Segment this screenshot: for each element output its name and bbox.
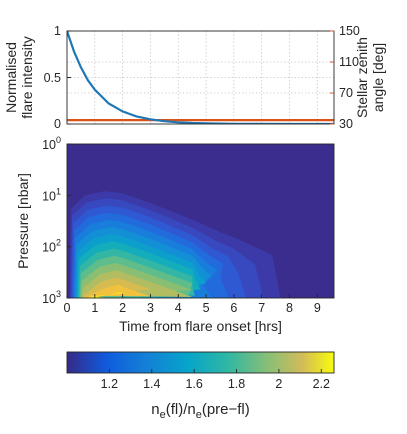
bottom-xtick-label: 1 bbox=[91, 301, 98, 315]
bottom-panel: 0 1 2 3 4 5 6 7 8 9 100 101 102 103 Time from flare … bbox=[15, 135, 335, 334]
bottom-xtick-label: 3 bbox=[147, 301, 154, 315]
top-left-axis: 1 0.5 0 bbox=[44, 24, 71, 131]
colorbar-tick-label: 2.2 bbox=[313, 377, 330, 391]
heatmap bbox=[67, 144, 334, 298]
bottom-xtick-label: 7 bbox=[258, 301, 265, 315]
top-ytick-label: 0.5 bbox=[44, 71, 61, 85]
bottom-ytick-label: 103 bbox=[42, 289, 61, 306]
colorbar-gradient bbox=[66, 351, 335, 374]
colorbar-tick-label: 1.4 bbox=[143, 377, 160, 391]
top-right-ylabel: Stellar zenithangle [deg] bbox=[354, 37, 386, 118]
colorbar-tick-label: 1.2 bbox=[101, 377, 118, 391]
bottom-xtick-label: 0 bbox=[64, 301, 71, 315]
bottom-x-axis: 0 1 2 3 4 5 6 7 8 9 bbox=[64, 294, 321, 315]
bottom-xtick-label: 2 bbox=[119, 301, 126, 315]
bottom-ylabel: Pressure [nbar] bbox=[15, 173, 31, 269]
bottom-ytick-label: 100 bbox=[42, 135, 61, 152]
colorbar-tick-label: 1.6 bbox=[185, 377, 202, 391]
top-y2tick-label: 110 bbox=[339, 55, 359, 69]
bottom-xtick-label: 9 bbox=[314, 301, 321, 315]
top-y2tick-label: 150 bbox=[339, 24, 360, 38]
bottom-axes-box bbox=[66, 143, 335, 299]
bottom-xtick-label: 8 bbox=[286, 301, 293, 315]
top-ytick-label: 0 bbox=[54, 117, 61, 131]
bottom-ytick-label: 101 bbox=[42, 186, 61, 203]
bottom-ytick-label: 102 bbox=[42, 238, 61, 255]
bottom-y-axis: 100 101 102 103 bbox=[42, 135, 71, 306]
colorbar-tick-label: 1.8 bbox=[228, 377, 245, 391]
top-y2tick-label: 70 bbox=[339, 86, 353, 100]
top-grid bbox=[67, 31, 334, 124]
bottom-xtick-label: 6 bbox=[230, 301, 237, 315]
bottom-xlabel: Time from flare onset [hrs] bbox=[119, 318, 282, 334]
bottom-xtick-label: 5 bbox=[203, 301, 210, 315]
colorbar: 1.2 1.4 1.6 1.8 2 2.2 ne(fl)/ne(pre−fl) bbox=[66, 351, 335, 421]
top-right-axis: 150 110 70 30 bbox=[330, 24, 360, 131]
colorbar-tick-label: 2 bbox=[275, 377, 282, 391]
colorbar-label: ne(fl)/ne(pre−fl) bbox=[151, 401, 250, 421]
colorbar-ticks: 1.2 1.4 1.6 1.8 2 2.2 bbox=[101, 369, 330, 391]
top-y2tick-label: 30 bbox=[339, 117, 353, 131]
top-ytick-label: 1 bbox=[54, 24, 61, 38]
top-panel: 1 0.5 0 150 110 70 30 Normalisedflare in… bbox=[3, 24, 386, 131]
heatmap-contour bbox=[84, 284, 151, 298]
top-left-ylabel: Normalisedflare intensity bbox=[3, 36, 35, 118]
bottom-xtick-label: 4 bbox=[175, 301, 182, 315]
heatmap-contour bbox=[85, 291, 123, 298]
